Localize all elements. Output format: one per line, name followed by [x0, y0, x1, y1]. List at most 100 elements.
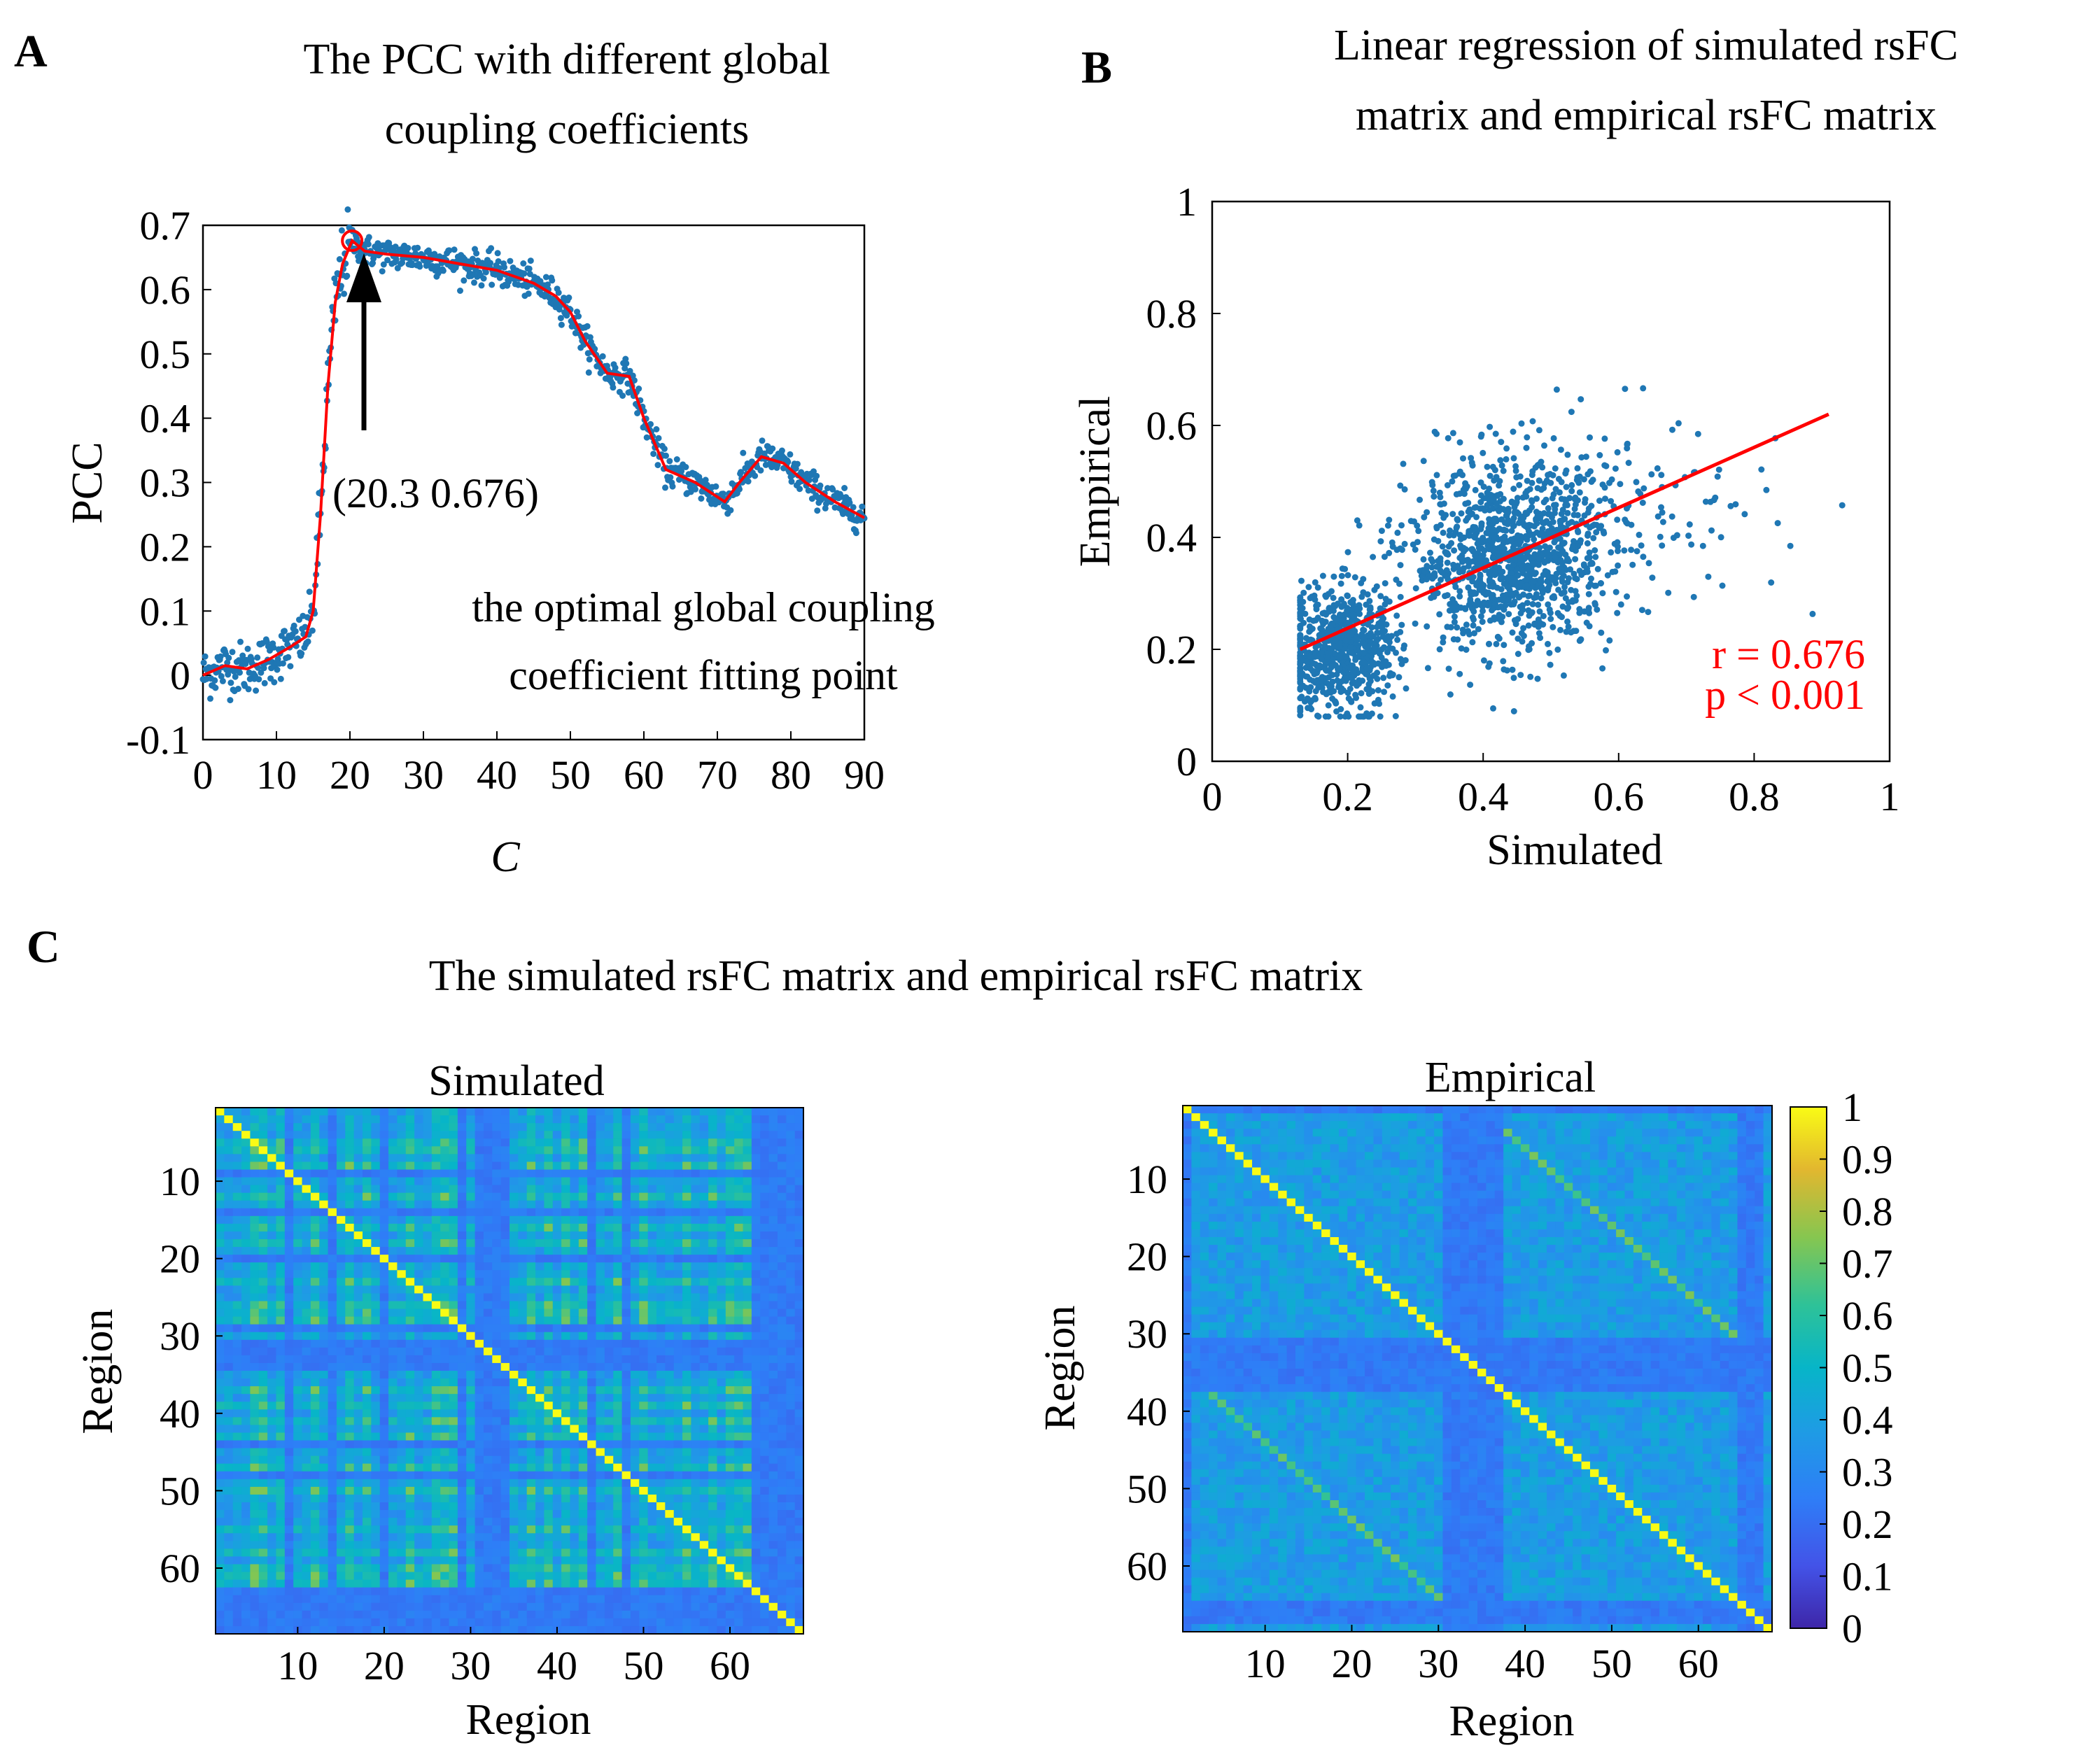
- heatmap-cell: [794, 1185, 804, 1194]
- heatmap-cell: [310, 1285, 320, 1294]
- rsfc-pair-point: [1486, 485, 1493, 492]
- heatmap-cell: [682, 1154, 692, 1163]
- heatmap-cell: [302, 1223, 311, 1232]
- heatmap-cell: [708, 1138, 718, 1147]
- rsfc-pair-point: [1354, 636, 1361, 643]
- heatmap-cell: [363, 1185, 372, 1194]
- heatmap-cell: [293, 1192, 303, 1201]
- heatmap-cell: [475, 1239, 484, 1248]
- heatmap-cell: [492, 1108, 502, 1116]
- heatmap-cell: [363, 1293, 372, 1302]
- heatmap-cell: [457, 1146, 467, 1155]
- heatmap-cell: [379, 1223, 389, 1232]
- heatmap-cell: [621, 1293, 631, 1302]
- heatmap-cell: [449, 1169, 458, 1178]
- heatmap-cell: [639, 1278, 649, 1286]
- heatmap-cell: [414, 1308, 424, 1318]
- heatmap-cell: [483, 1169, 493, 1178]
- heatmap-cell: [319, 1177, 329, 1186]
- rsfc-pair-point: [1470, 533, 1477, 540]
- heatmap-cell: [457, 1192, 467, 1201]
- heatmap-cell: [760, 1115, 770, 1124]
- heatmap-cell: [284, 1162, 294, 1171]
- heatmap-cell: [336, 1339, 346, 1348]
- heatmap-cell: [224, 1162, 234, 1171]
- heatmap-cell: [578, 1177, 588, 1186]
- heatmap-cell: [284, 1332, 294, 1341]
- heatmap-cell: [310, 1223, 320, 1232]
- heatmap-cell: [345, 1308, 355, 1318]
- heatmap-cell: [526, 1239, 536, 1248]
- heatmap-cell: [440, 1123, 450, 1131]
- rsfc-pair-point: [1638, 542, 1645, 549]
- heatmap-cell: [596, 1185, 605, 1194]
- heatmap-cell: [544, 1123, 554, 1131]
- heatmap-cell: [578, 1223, 588, 1232]
- rsfc-pair-point: [1398, 522, 1405, 529]
- heatmap-cell: [466, 1115, 476, 1124]
- heatmap-cell: [717, 1255, 726, 1263]
- heatmap-cell: [673, 1247, 683, 1255]
- heatmap-cell: [397, 1270, 407, 1278]
- heatmap-cell: [258, 1223, 268, 1232]
- panel-a-ylabel: PCC: [64, 442, 111, 523]
- pcc-sample-point: [850, 504, 857, 511]
- heatmap-cell: [691, 1308, 701, 1318]
- panel-a-annotation-line2: coefficient fitting point: [509, 652, 898, 698]
- heatmap-cell: [492, 1215, 502, 1225]
- heatmap-cell: [613, 1332, 623, 1341]
- heatmap-cell: [734, 1123, 744, 1131]
- pcc-sample-point: [393, 256, 400, 263]
- heatmap-cell: [682, 1247, 692, 1255]
- heatmap-cell: [423, 1169, 433, 1178]
- heatmap-cell: [388, 1231, 398, 1240]
- heatmap-cell: [379, 1146, 389, 1155]
- heatmap-cell: [734, 1247, 744, 1255]
- heatmap-cell: [216, 1185, 225, 1194]
- heatmap-cell: [604, 1185, 614, 1194]
- heatmap-cell: [786, 1154, 796, 1163]
- heatmap-cell: [241, 1255, 251, 1263]
- rsfc-pair-point: [1298, 577, 1305, 584]
- heatmap-cell: [552, 1223, 562, 1232]
- heatmap-cell: [232, 1316, 242, 1325]
- heatmap-cell: [639, 1293, 649, 1302]
- pcc-sample-point: [778, 447, 785, 454]
- rsfc-pair-point: [1469, 589, 1476, 596]
- rsfc-pair-point: [1297, 594, 1304, 601]
- heatmap-cell: [794, 1200, 804, 1209]
- heatmap-cell: [725, 1308, 735, 1318]
- rsfc-pair-point: [1554, 646, 1561, 653]
- pcc-sample-point: [662, 484, 668, 491]
- heatmap-cell: [258, 1192, 268, 1201]
- heatmap-cell: [371, 1231, 381, 1240]
- heatmap-cell: [682, 1316, 692, 1325]
- heatmap-cell: [379, 1278, 389, 1286]
- heatmap-cell: [518, 1316, 528, 1325]
- heatmap-cell: [510, 1200, 519, 1209]
- pcc-sample-point: [626, 367, 633, 374]
- heatmap-cell: [328, 1278, 337, 1286]
- heatmap-cell: [570, 1231, 579, 1240]
- heatmap-cell: [483, 1208, 493, 1217]
- heatmap-cell: [379, 1239, 389, 1248]
- heatmap-cell: [725, 1138, 735, 1147]
- heatmap-cell: [794, 1146, 804, 1155]
- heatmap-cell: [431, 1278, 441, 1286]
- heatmap-cell: [734, 1308, 744, 1318]
- heatmap-cell: [699, 1115, 709, 1124]
- heatmap-cell: [492, 1123, 502, 1131]
- rsfc-pair-point: [1515, 616, 1522, 623]
- heatmap-cell: [777, 1223, 787, 1232]
- rsfc-pair-point: [1336, 653, 1343, 660]
- heatmap-cell: [535, 1316, 545, 1325]
- heatmap-cell: [492, 1332, 502, 1341]
- heatmap-cell: [604, 1131, 614, 1139]
- rsfc-pair-point: [1431, 536, 1438, 543]
- heatmap-cell: [492, 1146, 502, 1155]
- rsfc-pair-point: [1614, 539, 1621, 546]
- heatmap-cell: [604, 1162, 614, 1171]
- panel-a-ytick-label: 0.5: [140, 332, 191, 377]
- heatmap-cell: [431, 1262, 441, 1271]
- heatmap-cell: [284, 1270, 294, 1278]
